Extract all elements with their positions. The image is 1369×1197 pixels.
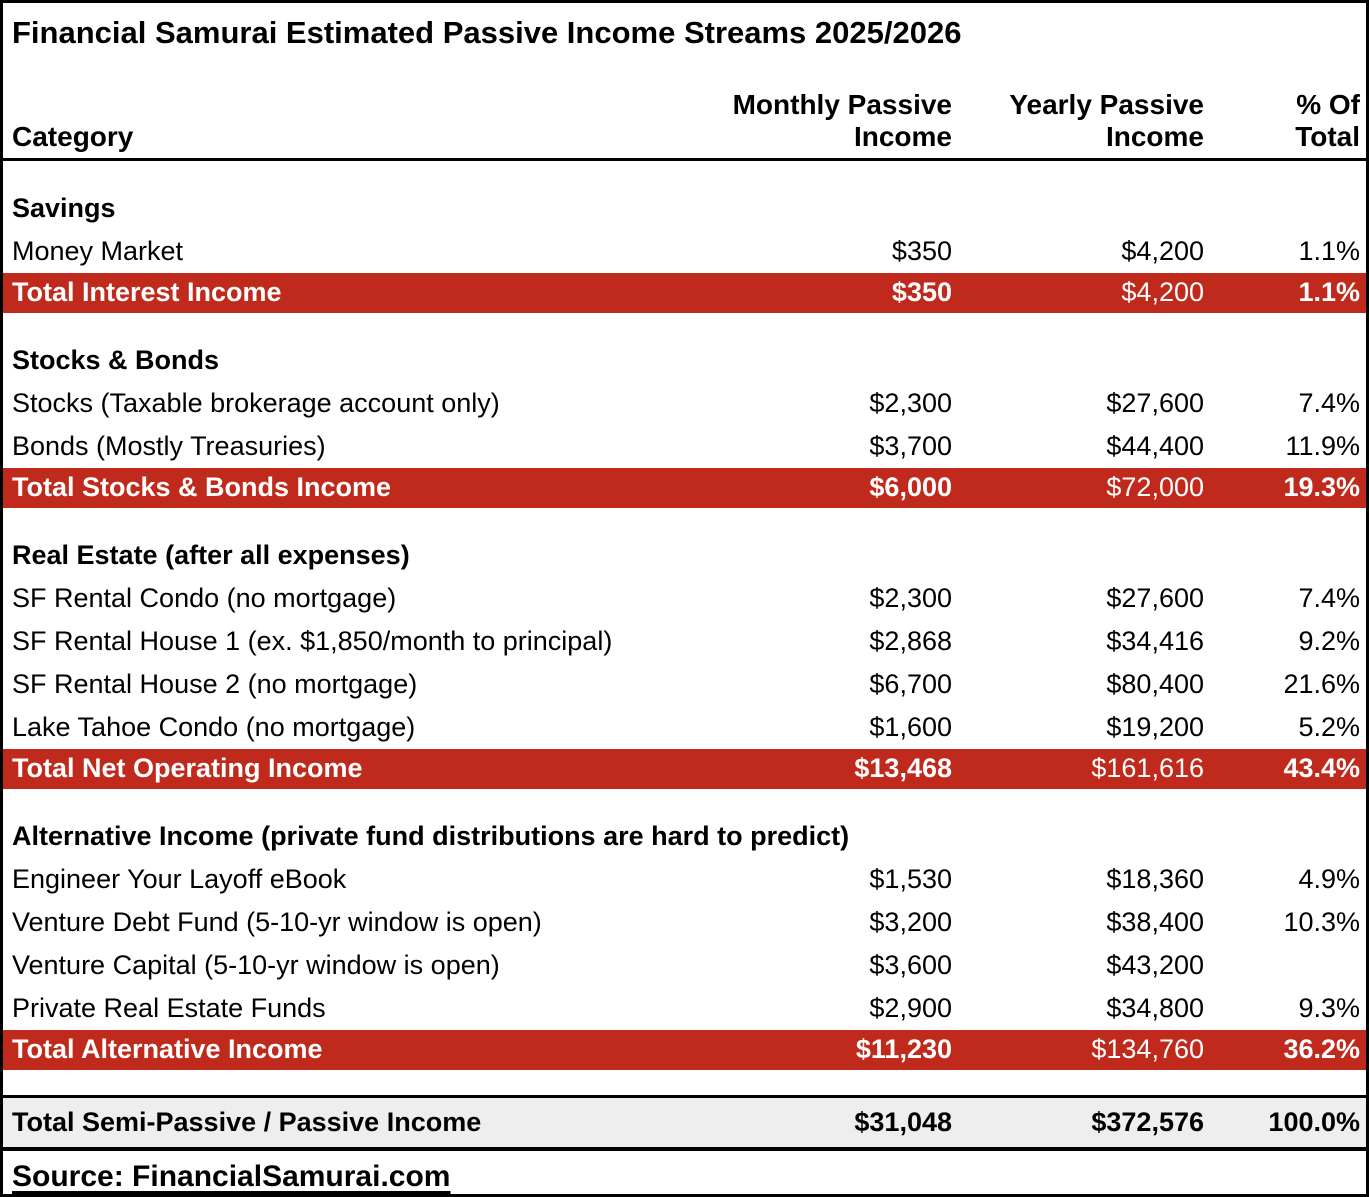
row-label: Engineer Your Layoff eBook (12, 863, 347, 894)
column-header-yearly: Yearly Passive Income (1009, 89, 1204, 152)
section-real-estate: Real Estate (after all expenses) SF Rent… (3, 534, 1366, 789)
pct-value: 1.1% (1298, 235, 1360, 266)
yearly-value: $34,416 (1106, 625, 1204, 656)
total-label: Total Interest Income (12, 277, 282, 308)
monthly-value: $3,200 (869, 906, 952, 937)
monthly-value: $2,300 (869, 387, 952, 418)
monthly-value: $6,700 (869, 668, 952, 699)
yearly-value: $19,200 (1106, 711, 1204, 742)
grand-total-label: Total Semi-Passive / Passive Income (12, 1106, 482, 1137)
row-stocks: Stocks (Taxable brokerage account only) … (3, 382, 1366, 425)
yearly-value: $372,576 (1091, 1106, 1204, 1137)
pct-value: 19.3% (1283, 472, 1360, 503)
monthly-value: $11,230 (855, 1034, 952, 1065)
row-venture-capital: Venture Capital (5-10-yr window is open)… (3, 944, 1366, 987)
row-lake-tahoe-condo: Lake Tahoe Condo (no mortgage) $1,600 $1… (3, 706, 1366, 749)
yearly-value: $4,200 (1121, 235, 1204, 266)
pct-value: 36.2% (1283, 1034, 1360, 1065)
total-alternative-income-row: Total Alternative Income $11,230 $134,76… (3, 1029, 1366, 1070)
pct-value: 1.1% (1298, 277, 1360, 308)
row-bonds: Bonds (Mostly Treasuries) $3,700 $44,400… (3, 425, 1366, 468)
monthly-value: $2,300 (869, 582, 952, 613)
yearly-value: $44,400 (1106, 430, 1204, 461)
yearly-value: $161,616 (1091, 753, 1204, 784)
row-sf-rental-house-2: SF Rental House 2 (no mortgage) $6,700 $… (3, 663, 1366, 706)
row-label: Venture Debt Fund (5-10-yr window is ope… (12, 906, 542, 937)
yearly-value: $4,200 (1121, 277, 1204, 308)
pct-value: 9.3% (1298, 992, 1360, 1023)
row-label: Stocks (Taxable brokerage account only) (12, 387, 500, 418)
total-net-operating-income-row: Total Net Operating Income $13,468 $161,… (3, 748, 1366, 789)
row-label: Bonds (Mostly Treasuries) (12, 430, 326, 461)
section-header-stocks-bonds: Stocks & Bonds (12, 344, 220, 375)
row-label: Private Real Estate Funds (12, 992, 326, 1023)
yearly-value: $80,400 (1106, 668, 1204, 699)
total-stocks-bonds-income-row: Total Stocks & Bonds Income $6,000 $72,0… (3, 467, 1366, 508)
section-header-alternative-income: Alternative Income (private fund distrib… (12, 820, 850, 851)
row-label: Lake Tahoe Condo (no mortgage) (12, 711, 416, 742)
row-private-real-estate-funds: Private Real Estate Funds $2,900 $34,800… (3, 987, 1366, 1030)
monthly-value: $3,700 (869, 430, 952, 461)
column-header-pct: % Of Total (1295, 89, 1360, 152)
total-label: Total Alternative Income (12, 1034, 323, 1065)
monthly-value: $13,468 (854, 753, 952, 784)
section-header-savings: Savings (12, 192, 116, 223)
row-sf-rental-house-1: SF Rental House 1 (ex. $1,850/month to p… (3, 620, 1366, 663)
total-label: Total Net Operating Income (12, 753, 363, 784)
monthly-value: $1,600 (869, 711, 952, 742)
section-savings: Savings Money Market $350 $4,200 1.1% To… (3, 187, 1366, 313)
monthly-value: $1,530 (869, 863, 952, 894)
yearly-value: $18,360 (1106, 863, 1204, 894)
monthly-value: $2,868 (869, 625, 952, 656)
column-header-monthly: Monthly Passive Income (732, 89, 952, 152)
monthly-value: $350 (891, 235, 952, 266)
pct-value: 9.2% (1298, 625, 1360, 656)
pct-value: 43.4% (1283, 753, 1360, 784)
pct-value: 5.2% (1298, 711, 1360, 742)
pct-value: 21.6% (1283, 668, 1360, 699)
section-stocks-bonds: Stocks & Bonds Stocks (Taxable brokerage… (3, 339, 1366, 508)
yearly-value: $38,400 (1106, 906, 1204, 937)
row-venture-debt-fund: Venture Debt Fund (5-10-yr window is ope… (3, 901, 1366, 944)
yearly-value: $27,600 (1106, 582, 1204, 613)
row-money-market: Money Market $350 $4,200 1.1% (3, 230, 1366, 273)
row-label: Money Market (12, 235, 184, 266)
total-interest-income-row: Total Interest Income $350 $4,200 1.1% (3, 272, 1366, 313)
yearly-value: $72,000 (1106, 472, 1204, 503)
yearly-value: $27,600 (1106, 387, 1204, 418)
table-header-row: Category Monthly Passive Income Yearly P… (3, 89, 1366, 161)
pct-value: 7.4% (1298, 582, 1360, 613)
row-label: SF Rental Condo (no mortgage) (12, 582, 397, 613)
pct-value: 4.9% (1298, 863, 1360, 894)
source-attribution: Source: FinancialSamurai.com (3, 1151, 1366, 1194)
grand-total-row: Total Semi-Passive / Passive Income $31,… (3, 1094, 1366, 1151)
yearly-value: $34,800 (1106, 992, 1204, 1023)
section-alternative-income: Alternative Income (private fund distrib… (3, 815, 1366, 1070)
row-engineer-your-layoff-ebook: Engineer Your Layoff eBook $1,530 $18,36… (3, 858, 1366, 901)
pct-value: 10.3% (1283, 906, 1360, 937)
row-label: Venture Capital (5-10-yr window is open) (12, 949, 500, 980)
yearly-value: $43,200 (1106, 949, 1204, 980)
page-title: Financial Samurai Estimated Passive Inco… (12, 15, 962, 50)
monthly-value: $3,600 (869, 949, 952, 980)
row-label: SF Rental House 2 (no mortgage) (12, 668, 418, 699)
section-header-real-estate: Real Estate (after all expenses) (12, 539, 410, 570)
monthly-value: $2,900 (869, 992, 952, 1023)
row-sf-rental-condo: SF Rental Condo (no mortgage) $2,300 $27… (3, 577, 1366, 620)
monthly-value: $6,000 (869, 472, 952, 503)
source-link[interactable]: Source: FinancialSamurai.com (12, 1159, 451, 1193)
row-label: SF Rental House 1 (ex. $1,850/month to p… (12, 625, 613, 656)
pct-value: 7.4% (1298, 387, 1360, 418)
monthly-value: $350 (891, 277, 952, 308)
column-header-category: Category (12, 120, 134, 152)
monthly-value: $31,048 (854, 1106, 952, 1137)
pct-value: 11.9% (1285, 430, 1360, 461)
total-label: Total Stocks & Bonds Income (12, 472, 392, 503)
yearly-value: $134,760 (1091, 1034, 1204, 1065)
pct-value: 100.0% (1268, 1106, 1360, 1137)
